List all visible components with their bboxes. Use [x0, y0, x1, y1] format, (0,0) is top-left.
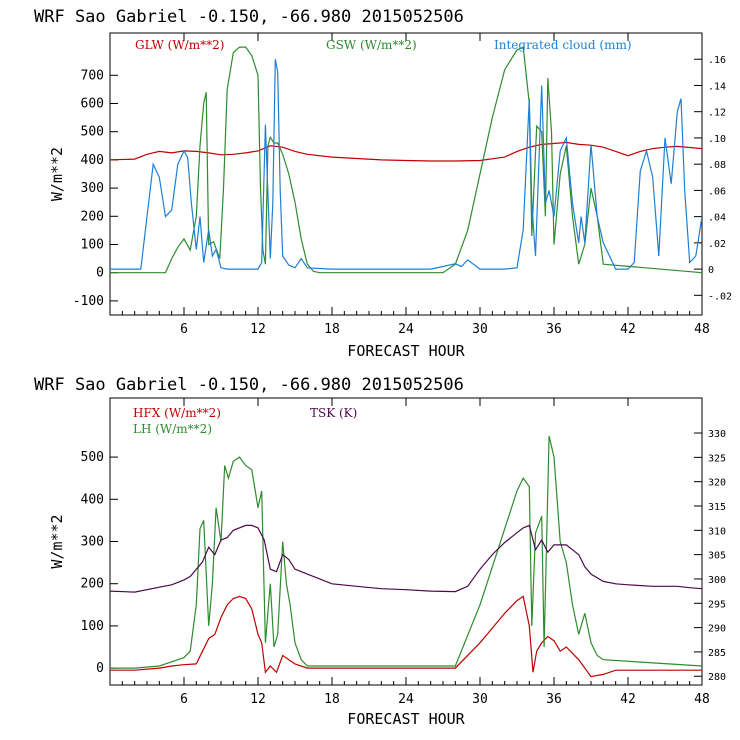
legend-hfx: HFX (W/m**2): [133, 406, 221, 420]
x-tick-label: 6: [180, 692, 188, 707]
y2-tick-label: .10: [708, 134, 726, 145]
series-line-1: [110, 595, 702, 678]
y-axis-label: W/m**2: [48, 514, 66, 568]
y2-tick-label: .02: [708, 239, 726, 250]
y2-tick-label: .14: [708, 81, 726, 92]
y-tick-label: 0: [96, 266, 104, 281]
legend-glw: GLW (W/m**2): [135, 38, 224, 52]
x-tick-label: 42: [620, 322, 636, 337]
series-line-2: [110, 46, 702, 274]
x-tick-label: 24: [398, 322, 414, 337]
x-tick-label: 12: [250, 692, 266, 707]
y2-tick-label: .04: [708, 213, 726, 224]
y-tick-label: 500: [81, 125, 104, 140]
y2-tick-label: -.02: [708, 291, 732, 302]
y2-tick-label: 285: [708, 648, 726, 659]
y2-tick-label: 310: [708, 526, 726, 537]
y2-tick-label: 290: [708, 624, 726, 635]
series-line-2: [110, 435, 702, 669]
y2-tick-label: 305: [708, 551, 726, 562]
y-tick-label: 200: [81, 577, 104, 592]
y-tick-label: 300: [81, 181, 104, 196]
y-tick-label: 700: [81, 68, 104, 83]
y2-tick-label: 325: [708, 453, 726, 464]
y-tick-label: 400: [81, 492, 104, 507]
y-axis-label: W/m**2: [48, 147, 66, 201]
x-tick-label: 12: [250, 322, 266, 337]
y2-tick-label: .12: [708, 108, 726, 119]
x-tick-label: 48: [694, 692, 710, 707]
legend-lh: LH (W/m**2): [133, 422, 212, 436]
x-tick-label: 6: [180, 322, 188, 337]
x-axis-label: FORECAST HOUR: [347, 342, 465, 360]
y2-tick-label: 295: [708, 599, 726, 610]
y-tick-label: 400: [81, 153, 104, 168]
y-tick-label: 0: [96, 661, 104, 676]
series-line-3: [110, 59, 702, 270]
chart-title: WRF Sao Gabriel -0.150, -66.980 20150525…: [34, 7, 464, 27]
x-tick-label: 42: [620, 692, 636, 707]
x-axis-label: FORECAST HOUR: [347, 710, 465, 728]
y-tick-label: 200: [81, 209, 104, 224]
x-tick-label: 18: [324, 692, 340, 707]
series-line-1: [110, 141, 702, 162]
y2-tick-label: 300: [708, 575, 726, 586]
y-tick-label: 600: [81, 97, 104, 112]
x-tick-label: 48: [694, 322, 710, 337]
y2-tick-label: 330: [708, 429, 726, 440]
y2-tick-label: .06: [708, 186, 726, 197]
y2-tick-label: 280: [708, 672, 726, 683]
y-tick-label: 300: [81, 535, 104, 550]
x-tick-label: 30: [472, 322, 488, 337]
x-tick-label: 30: [472, 692, 488, 707]
y2-tick-label: 320: [708, 478, 726, 489]
x-tick-label: 18: [324, 322, 340, 337]
y2-tick-label: 315: [708, 502, 726, 513]
x-tick-label: 36: [546, 322, 562, 337]
bottom-chart-panel: WRF Sao Gabriel -0.150, -66.980 20150525…: [34, 375, 726, 728]
y-tick-label: -100: [73, 294, 104, 309]
x-tick-label: 24: [398, 692, 414, 707]
y-tick-label: 100: [81, 619, 104, 634]
y2-tick-label: 0: [708, 265, 714, 276]
series-line-3: [110, 524, 702, 593]
top-chart-panel: WRF Sao Gabriel -0.150, -66.980 20150525…: [34, 7, 732, 360]
x-tick-label: 36: [546, 692, 562, 707]
y2-tick-label: .08: [708, 160, 726, 171]
legend-gsw: GSW (W/m**2): [326, 38, 417, 52]
y-tick-label: 500: [81, 450, 104, 465]
y2-tick-label: .16: [708, 55, 726, 66]
legend-cloud: Integrated cloud (mm): [494, 38, 632, 52]
y-tick-label: 100: [81, 238, 104, 253]
legend-tsk: TSK (K): [310, 406, 357, 420]
chart-title: WRF Sao Gabriel -0.150, -66.980 20150525…: [34, 375, 464, 395]
